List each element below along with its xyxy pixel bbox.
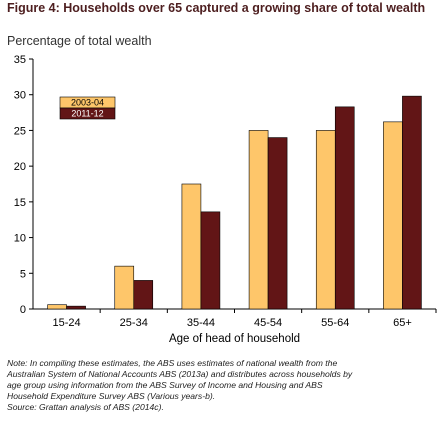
bar bbox=[383, 121, 403, 310]
bar bbox=[402, 95, 422, 310]
x-tick-label: 25-34 bbox=[120, 317, 148, 329]
y-tick-label: 0 bbox=[20, 304, 26, 316]
bar bbox=[200, 211, 221, 310]
y-tick-label: 15 bbox=[14, 197, 26, 209]
bar bbox=[334, 106, 355, 310]
y-tick-label: 10 bbox=[14, 233, 26, 245]
note-line: Household Expenditure Survey ABS (Variou… bbox=[7, 391, 216, 401]
legend-label: 2011-12 bbox=[71, 109, 103, 119]
note-line: age group using information from the ABS… bbox=[7, 380, 323, 390]
x-tick-label: 55-64 bbox=[321, 317, 349, 329]
bar bbox=[47, 304, 67, 310]
y-tick-label: 20 bbox=[14, 161, 26, 173]
note-line: Australian System of National Accounts A… bbox=[7, 369, 353, 379]
x-axis-label: Age of head of household bbox=[169, 333, 300, 345]
y-tick-label: 5 bbox=[20, 268, 26, 280]
chart-title: Figure 4: Households over 65 captured a … bbox=[7, 1, 426, 15]
bar-chart: 0 5 10 15 20 25 30 35 15-24 25-34 35-44 45-54 55-64 6… bbox=[14, 54, 437, 345]
bar bbox=[267, 137, 288, 310]
note-line: Note: In compiling these estimates, the … bbox=[7, 358, 338, 368]
source-line: Source: Grattan analysis of ABS (2014c). bbox=[7, 402, 164, 412]
x-tick-label: 65+ bbox=[393, 317, 412, 329]
bar bbox=[181, 183, 202, 310]
bar bbox=[133, 280, 154, 310]
y-tick-label: 25 bbox=[14, 125, 26, 137]
x-tick-label: 35-44 bbox=[187, 317, 215, 329]
bar bbox=[66, 305, 86, 310]
x-tick-label: 15-24 bbox=[53, 317, 81, 329]
legend-swatch bbox=[59, 107, 116, 120]
chart-note: Note: In compiling these estimates, the … bbox=[7, 358, 442, 413]
y-tick-label: 35 bbox=[14, 54, 26, 66]
chart-subtitle: Percentage of total wealth bbox=[7, 34, 152, 48]
bar bbox=[315, 130, 336, 310]
x-tick-label: 45-54 bbox=[254, 317, 282, 329]
legend-label: 2003-04 bbox=[71, 98, 104, 108]
y-tick-label: 30 bbox=[14, 90, 26, 102]
bar bbox=[114, 265, 135, 310]
bar bbox=[248, 130, 269, 310]
